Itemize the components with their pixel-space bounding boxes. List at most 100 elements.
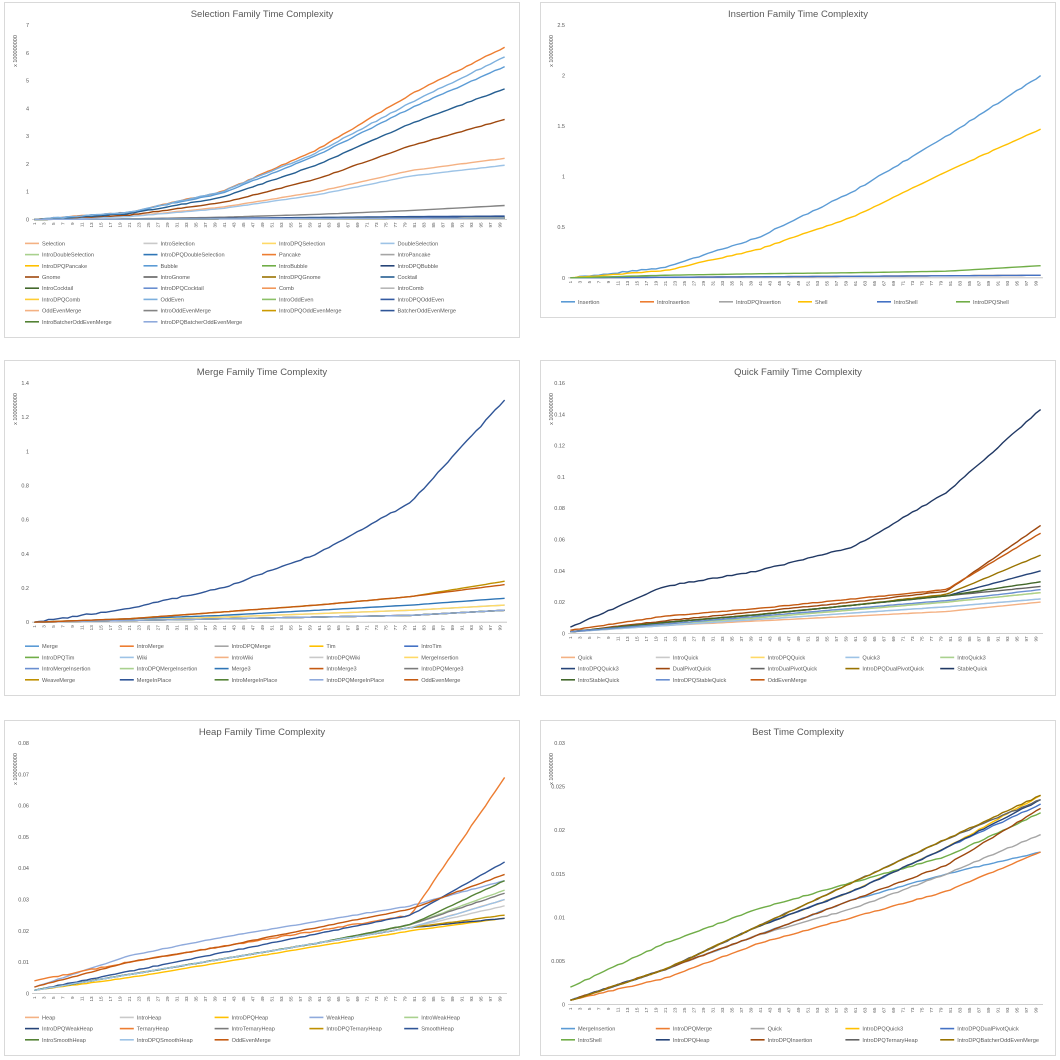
chart-svg: Best Time Complexity x 100000000 0 0.005 0.0… bbox=[549, 727, 1043, 1044]
series-line bbox=[34, 56, 505, 221]
x-tick-label: 67 bbox=[881, 1007, 886, 1013]
x-tick-label: 71 bbox=[364, 222, 369, 228]
x-tick-label: 17 bbox=[108, 996, 113, 1002]
legend-label: IntroDPQCocktail bbox=[161, 286, 204, 292]
x-tick-label: 45 bbox=[241, 222, 246, 228]
x-tick-label: 31 bbox=[174, 222, 179, 228]
x-tick-label: 89 bbox=[986, 280, 991, 286]
x-tick-label: 79 bbox=[938, 280, 943, 286]
x-tick-label: 25 bbox=[682, 1007, 687, 1013]
series-line bbox=[34, 217, 505, 221]
y-tick-label: 0.12 bbox=[554, 444, 565, 450]
x-tick-label: 77 bbox=[393, 625, 398, 631]
y-tick-label: 0 bbox=[26, 217, 29, 223]
x-tick-label: 29 bbox=[165, 996, 170, 1002]
x-tick-label: 37 bbox=[739, 636, 744, 642]
x-tick-label: 61 bbox=[853, 1007, 858, 1013]
y-tick-label: 0.02 bbox=[18, 929, 29, 935]
x-tick-label: 33 bbox=[184, 625, 189, 631]
x-tick-label: 45 bbox=[777, 280, 782, 286]
series-line bbox=[570, 799, 1041, 1001]
x-tick-label: 61 bbox=[853, 280, 858, 286]
legend-label: IntroSelection bbox=[161, 241, 195, 247]
legend-label: IntroDPQQuick3 bbox=[578, 667, 619, 673]
x-tick-label: 29 bbox=[701, 280, 706, 286]
y-tick-label: 0.08 bbox=[18, 741, 29, 747]
legend-label: IntroDualPivotQuick bbox=[768, 667, 818, 673]
x-tick-label: 49 bbox=[796, 636, 801, 642]
y-tick-label: 0.8 bbox=[21, 484, 29, 490]
x-tick-label: 75 bbox=[383, 625, 388, 631]
legend-label: IntroTim bbox=[421, 644, 442, 650]
x-tick-label: 99 bbox=[1033, 636, 1038, 642]
legend-label: IntroDPQHeap bbox=[232, 1015, 269, 1021]
x-tick-label: 59 bbox=[843, 636, 848, 642]
x-tick-label: 61 bbox=[853, 636, 858, 642]
x-tick-label: 47 bbox=[250, 996, 255, 1002]
x-tick-label: 47 bbox=[786, 636, 791, 642]
x-tick-label: 59 bbox=[843, 280, 848, 286]
x-tick-label: 75 bbox=[383, 996, 388, 1002]
legend-label: IntroDPQInsertion bbox=[768, 1038, 813, 1044]
series-line bbox=[570, 794, 1041, 1001]
x-tick-label: 31 bbox=[174, 996, 179, 1002]
x-tick-label: 23 bbox=[136, 625, 141, 631]
x-tick-label: 63 bbox=[326, 222, 331, 228]
x-tick-label: 67 bbox=[345, 625, 350, 631]
x-tick-label: 59 bbox=[843, 1007, 848, 1013]
x-tick-label: 21 bbox=[663, 1007, 668, 1013]
x-tick-label: 47 bbox=[250, 625, 255, 631]
x-tick-label: 79 bbox=[938, 636, 943, 642]
series-line bbox=[34, 889, 505, 991]
x-tick-label: 19 bbox=[117, 625, 122, 631]
chart-title: Insertion Family Time Complexity bbox=[728, 9, 868, 20]
x-tick-label: 53 bbox=[815, 636, 820, 642]
x-tick-label: 33 bbox=[720, 280, 725, 286]
x-tick-label: 35 bbox=[193, 222, 198, 228]
x-tick-label: 35 bbox=[193, 996, 198, 1002]
x-tick-label: 71 bbox=[900, 636, 905, 642]
chart-insertion-family: Insertion Family Time Complexity x 100000… bbox=[540, 2, 1056, 318]
y-axis-label: x 100000000 bbox=[13, 393, 19, 425]
x-tick-label: 83 bbox=[957, 636, 962, 642]
x-tick-label: 5 bbox=[51, 222, 56, 225]
x-tick-label: 73 bbox=[374, 222, 379, 228]
x-tick-label: 25 bbox=[146, 222, 151, 228]
x-tick-label: 49 bbox=[260, 996, 265, 1002]
y-tick-label: 0.03 bbox=[18, 898, 29, 904]
x-tick-label: 41 bbox=[758, 280, 763, 286]
legend-label: IntroDPQMergeInPlace bbox=[326, 678, 384, 684]
y-tick-label: 0.5 bbox=[557, 225, 565, 231]
x-tick-label: 13 bbox=[89, 996, 94, 1002]
legend-label: Merge bbox=[42, 644, 58, 650]
x-tick-label: 11 bbox=[615, 636, 620, 641]
x-tick-label: 25 bbox=[146, 996, 151, 1002]
x-tick-label: 19 bbox=[117, 996, 122, 1002]
legend-label: BatcherOddEvenMerge bbox=[398, 309, 456, 315]
x-tick-label: 17 bbox=[108, 625, 113, 631]
legend-label: IntroQuick bbox=[673, 655, 699, 661]
chart-title: Heap Family Time Complexity bbox=[199, 727, 325, 738]
y-tick-label: 0.01 bbox=[18, 960, 29, 966]
x-tick-label: 57 bbox=[834, 636, 839, 642]
x-tick-label: 43 bbox=[231, 222, 236, 228]
x-tick-label: 57 bbox=[298, 222, 303, 228]
x-tick-label: 17 bbox=[644, 1007, 649, 1013]
legend-label: Quick3 bbox=[862, 655, 879, 661]
x-tick-label: 77 bbox=[393, 222, 398, 228]
x-tick-label: 95 bbox=[478, 996, 483, 1002]
y-tick-label: 0 bbox=[562, 631, 565, 637]
x-tick-label: 95 bbox=[1014, 1007, 1019, 1013]
legend-label: Selection bbox=[42, 241, 65, 247]
legend-label: MergeInPlace bbox=[137, 678, 172, 684]
legend-label: IntroDPQMergeInsertion bbox=[137, 667, 198, 673]
y-tick-label: 0.03 bbox=[554, 741, 565, 747]
legend-label: MergeInsertion bbox=[578, 1027, 615, 1033]
x-tick-label: 83 bbox=[421, 625, 426, 631]
x-tick-label: 71 bbox=[364, 996, 369, 1002]
legend-label: SmoothHeap bbox=[421, 1027, 454, 1033]
x-tick-label: 49 bbox=[796, 1007, 801, 1013]
x-tick-label: 15 bbox=[634, 636, 639, 642]
y-tick-label: 0.6 bbox=[21, 518, 29, 524]
x-tick-label: 83 bbox=[421, 996, 426, 1002]
